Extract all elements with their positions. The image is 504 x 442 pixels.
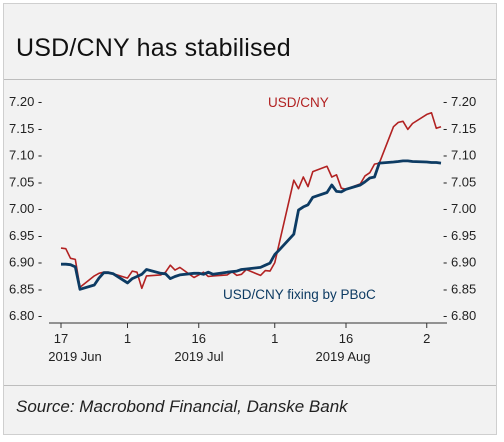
y-tick-label-right: - 7.00 xyxy=(443,201,476,216)
y-tick-label-right: - 7.15 xyxy=(443,121,476,136)
series-label-usdcny: USD/CNY xyxy=(268,95,329,110)
x-tick-label: 1 xyxy=(271,331,278,346)
y-tick-label-right: - 6.85 xyxy=(443,281,476,296)
y-tick-label-right: - 6.80 xyxy=(443,308,476,323)
source-note: Source: Macrobond Financial, Danske Bank xyxy=(16,397,348,416)
y-tick-label-left: 6.80 - xyxy=(9,308,42,323)
y-tick-label-left: 6.85 - xyxy=(9,281,42,296)
x-group-label: 2019 Aug xyxy=(316,349,371,364)
x-tick-label: 16 xyxy=(192,331,206,346)
x-tick-label: 17 xyxy=(54,331,68,346)
y-tick-label-left: 6.90 - xyxy=(9,255,42,270)
y-tick-label-left: 7.05 - xyxy=(9,174,42,189)
series-line-usdcny xyxy=(60,112,442,290)
chart-labels: 7.20 - - 7.20 7.15 - - 7.15 7.10 - - 7.10 7.05… xyxy=(9,94,476,364)
y-tick-label-left: 7.10 - xyxy=(9,148,42,163)
y-tick-label-right: - 7.05 xyxy=(443,174,476,189)
y-tick-label-left: 7.20 - xyxy=(9,94,42,109)
chart-panel: USD/CNY has stabilised Source: Macrobond… xyxy=(3,3,497,435)
y-tick-label-left: 7.00 - xyxy=(9,201,42,216)
series-line-pboc-fixing xyxy=(61,159,442,291)
x-tick-label: 1 xyxy=(124,331,131,346)
series-label-pboc-fixing: USD/CNY fixing by PBoC xyxy=(223,287,376,302)
chart-lines xyxy=(60,112,442,291)
x-group-label: 2019 Jun xyxy=(48,349,102,364)
y-tick-label-left: 7.15 - xyxy=(9,121,42,136)
y-tick-label-right: - 7.10 xyxy=(443,148,476,163)
y-tick-label-right: - 6.90 xyxy=(443,255,476,270)
y-tick-label-right: - 6.95 xyxy=(443,228,476,243)
source-divider xyxy=(4,385,496,386)
y-tick-label-right: - 7.20 xyxy=(443,94,476,109)
x-tick-label: 16 xyxy=(339,331,353,346)
chart-axes xyxy=(49,322,447,328)
title-divider xyxy=(4,79,496,80)
x-tick-label: 2 xyxy=(423,331,430,346)
chart-title: USD/CNY has stabilised xyxy=(16,34,291,62)
x-group-label: 2019 Jul xyxy=(174,349,223,364)
y-tick-label-left: 6.95 - xyxy=(9,228,42,243)
